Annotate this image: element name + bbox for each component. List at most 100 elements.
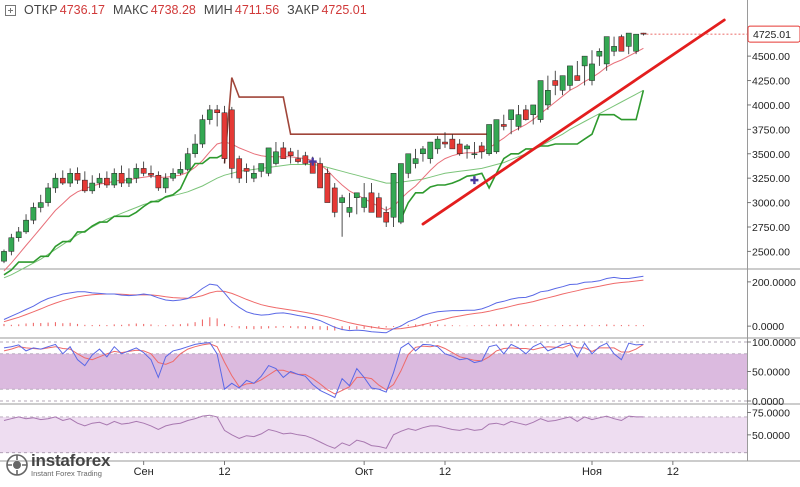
stoch-tick-label-2: 50.0000 <box>752 367 790 379</box>
ohlc-legend: ОТКР 4736.17 МАКС 4738.28 МИН 4711.56 ЗА… <box>0 0 367 20</box>
candle-09-07 <box>184 147 191 172</box>
candle-body <box>442 141 448 145</box>
price-tick-label-4: 3750.00 <box>752 124 790 136</box>
high-label: МАКС <box>112 3 149 17</box>
candle-body <box>265 147 272 174</box>
candle-10-05 <box>390 173 397 227</box>
last-price-badge <box>747 25 800 43</box>
candle-08-30 <box>126 168 132 187</box>
candle-10-14 <box>456 139 463 156</box>
candle-08-25 <box>89 175 96 194</box>
candle-09-28 <box>339 194 345 237</box>
candle-body <box>287 151 294 156</box>
candle-body <box>486 124 492 155</box>
candle-body <box>15 231 22 238</box>
candle-09-02 <box>148 165 154 179</box>
trailing-stop-resistance-line <box>223 77 490 164</box>
candle-body <box>280 147 287 159</box>
candle-10-27 <box>552 70 559 96</box>
candle-body <box>82 179 88 192</box>
candle-body <box>89 182 96 192</box>
candle-body <box>45 187 51 203</box>
candle-09-18 <box>265 147 272 177</box>
high-value: 4738.28 <box>150 3 196 17</box>
candle-08-23 <box>74 167 81 185</box>
candle-body <box>67 173 74 184</box>
candle-body <box>184 153 191 170</box>
collapse-legend-icon[interactable] <box>5 4 16 16</box>
candle-10-25 <box>537 80 544 123</box>
rsi-line <box>3 414 644 449</box>
candle-body <box>581 55 588 67</box>
open-value: 4736.17 <box>59 3 105 17</box>
candle-body <box>162 177 169 189</box>
low-value: 4711.56 <box>234 3 280 17</box>
candle-09-23 <box>302 151 309 166</box>
macd-signal-line <box>3 279 644 330</box>
candle-09-19 <box>273 142 279 166</box>
trendline <box>421 18 726 226</box>
candle-body <box>23 219 29 233</box>
time-label-4: 12 <box>439 466 451 478</box>
ma-short-line <box>3 47 644 272</box>
candle-10-01 <box>361 183 367 213</box>
price-tick-label-6: 3250.00 <box>752 173 790 185</box>
time-label-1: Сен <box>134 466 154 478</box>
candle-09-16 <box>251 165 257 183</box>
candle-10-18 <box>486 124 492 156</box>
candle-body <box>214 109 221 114</box>
candle-09-06 <box>177 161 184 176</box>
candle-10-24 <box>530 104 537 125</box>
candle-09-10 <box>206 104 213 125</box>
candle-body <box>295 158 301 162</box>
candle-08-26 <box>96 173 103 188</box>
candle-10-31 <box>581 55 588 86</box>
logo-tagline: Instant Forex Trading <box>31 469 102 478</box>
rsi-band <box>0 416 747 453</box>
candle-body <box>339 197 345 203</box>
candle-body <box>611 46 617 52</box>
candle-09-05 <box>170 168 176 182</box>
candle-body <box>96 177 103 184</box>
candle-10-09 <box>420 145 426 162</box>
price-tick-label-5: 3500.00 <box>752 149 790 161</box>
candle-10-17 <box>478 142 485 159</box>
candle-body <box>559 75 566 91</box>
candle-body <box>30 207 37 221</box>
candle-10-21 <box>508 109 514 135</box>
candle-body <box>74 173 81 181</box>
candle-09-29 <box>346 192 353 218</box>
close-value: 4725.01 <box>321 3 367 17</box>
candle-body <box>1 251 7 262</box>
candle-body <box>640 32 647 35</box>
candle-body <box>500 124 507 127</box>
logo-name: instaforex <box>31 451 111 470</box>
candle-body <box>471 153 478 156</box>
candle-11-05 <box>618 34 625 52</box>
candle-10-11 <box>434 136 441 154</box>
candle-body <box>464 145 470 150</box>
last-price-label: 4725.01 <box>753 29 791 41</box>
candle-body <box>515 114 522 127</box>
candle-body <box>567 65 573 86</box>
macd-tick-label-1: 200.0000 <box>752 277 796 289</box>
candle-10-16 <box>471 142 478 159</box>
candle-10-23 <box>523 104 529 121</box>
candle-body <box>8 237 15 252</box>
candle-08-27 <box>104 171 110 188</box>
candle-08-19 <box>45 183 51 207</box>
candle-10-20 <box>500 114 507 131</box>
candle-11-01 <box>589 50 595 86</box>
candle-08-16 <box>23 214 29 234</box>
candle-body <box>229 109 235 169</box>
candle-10-03 <box>376 192 382 218</box>
candle-08-29 <box>118 165 125 187</box>
candle-body <box>589 63 595 81</box>
candle-10-02 <box>368 183 375 213</box>
rsi-tick-label-1: 75.0000 <box>752 407 790 419</box>
candle-09-08 <box>192 134 198 158</box>
candle-08-17 <box>30 202 37 225</box>
candle-08-24 <box>82 171 88 193</box>
candle-09-11 <box>214 104 221 127</box>
